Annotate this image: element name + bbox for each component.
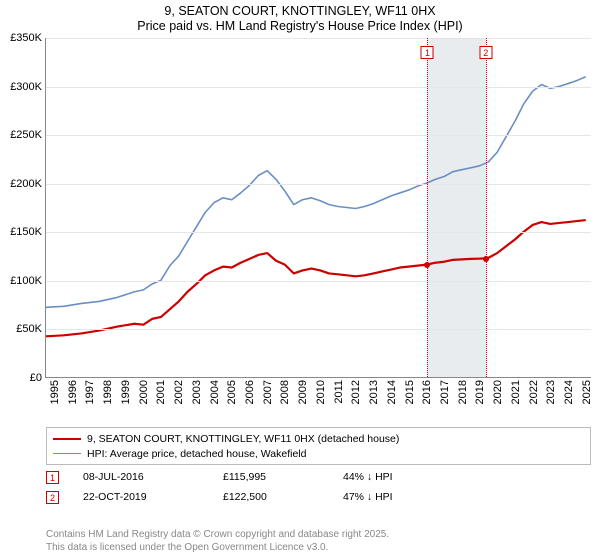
- row-price: £122,500: [223, 491, 343, 503]
- x-tick-label: 2001: [155, 380, 167, 404]
- y-tick-label: £300K: [0, 81, 42, 93]
- legend-swatch: [53, 453, 81, 454]
- table-row: 1 08-JUL-2016£115,99544% ↓ HPI: [46, 467, 591, 487]
- gridline: [46, 135, 591, 136]
- title-line-2: Price paid vs. HM Land Registry's House …: [0, 19, 600, 33]
- x-tick-label: 2022: [528, 380, 540, 404]
- series-price_paid: [46, 220, 586, 336]
- x-tick-label: 2023: [545, 380, 557, 404]
- data-point: [483, 256, 489, 262]
- x-tick-label: 2013: [368, 380, 380, 404]
- event-badge: 2: [479, 46, 492, 59]
- legend-item: 9, SEATON COURT, KNOTTINGLEY, WF11 0HX (…: [53, 431, 584, 446]
- series-hpi: [46, 77, 586, 308]
- attribution-footer: Contains HM Land Registry data © Crown c…: [46, 529, 389, 554]
- y-tick-label: £100K: [0, 275, 42, 287]
- gridline: [46, 184, 591, 185]
- x-tick-label: 2024: [563, 380, 575, 404]
- x-tick-label: 2003: [191, 380, 203, 404]
- y-tick-label: £200K: [0, 178, 42, 190]
- legend-swatch: [53, 438, 81, 440]
- transaction-table: 1 08-JUL-2016£115,99544% ↓ HPI 2 22-OCT-201…: [46, 467, 591, 507]
- x-tick-label: 2021: [510, 380, 522, 404]
- gridline: [46, 87, 591, 88]
- x-tick-label: 2007: [262, 380, 274, 404]
- x-tick-label: 2005: [226, 380, 238, 404]
- event-vline: [486, 38, 487, 377]
- legend-label: HPI: Average price, detached house, Wake…: [87, 448, 306, 460]
- data-point: [424, 262, 430, 268]
- x-tick-label: 2011: [333, 380, 345, 404]
- row-badge: 1: [46, 471, 59, 484]
- x-tick-label: 2020: [492, 380, 504, 404]
- legend-label: 9, SEATON COURT, KNOTTINGLEY, WF11 0HX (…: [87, 433, 399, 445]
- x-tick-label: 2014: [386, 380, 398, 404]
- x-tick-label: 2002: [173, 380, 185, 404]
- gridline: [46, 281, 591, 282]
- chart-title: 9, SEATON COURT, KNOTTINGLEY, WF11 0HX P…: [0, 0, 600, 33]
- x-tick-label: 1999: [120, 380, 132, 404]
- x-tick-label: 1995: [49, 380, 61, 404]
- x-tick-label: 1997: [84, 380, 96, 404]
- footer-line-2: This data is licensed under the Open Gov…: [46, 542, 389, 555]
- x-tick-label: 2012: [350, 380, 362, 404]
- chart-area: 12 £0£50K£100K£150K£200K£250K£300K£350K1…: [0, 38, 600, 418]
- x-tick-label: 2008: [279, 380, 291, 404]
- legend-item: HPI: Average price, detached house, Wake…: [53, 446, 584, 461]
- y-tick-label: £250K: [0, 129, 42, 141]
- title-line-1: 9, SEATON COURT, KNOTTINGLEY, WF11 0HX: [0, 4, 600, 18]
- x-tick-label: 1996: [67, 380, 79, 404]
- y-tick-label: £150K: [0, 226, 42, 238]
- x-tick-label: 2019: [474, 380, 486, 404]
- footer-line-1: Contains HM Land Registry data © Crown c…: [46, 529, 389, 542]
- line-series-svg: [46, 38, 591, 377]
- row-date: 08-JUL-2016: [83, 471, 223, 483]
- x-tick-label: 2000: [138, 380, 150, 404]
- legend: 9, SEATON COURT, KNOTTINGLEY, WF11 0HX (…: [46, 427, 591, 465]
- y-tick-label: £0: [0, 372, 42, 384]
- gridline: [46, 232, 591, 233]
- x-tick-label: 2006: [244, 380, 256, 404]
- x-tick-label: 2016: [421, 380, 433, 404]
- row-pct-vs-hpi: 44% ↓ HPI: [343, 471, 463, 483]
- row-pct-vs-hpi: 47% ↓ HPI: [343, 491, 463, 503]
- y-tick-label: £350K: [0, 32, 42, 44]
- gridline: [46, 38, 591, 39]
- plot-area: 12: [45, 38, 591, 378]
- row-date: 22-OCT-2019: [83, 491, 223, 503]
- x-tick-label: 2009: [297, 380, 309, 404]
- y-tick-label: £50K: [0, 323, 42, 335]
- x-tick-label: 2004: [209, 380, 221, 404]
- gridline: [46, 329, 591, 330]
- event-badge: 1: [421, 46, 434, 59]
- x-tick-label: 2018: [457, 380, 469, 404]
- x-tick-label: 1998: [102, 380, 114, 404]
- table-row: 2 22-OCT-2019£122,50047% ↓ HPI: [46, 487, 591, 507]
- row-badge: 2: [46, 491, 59, 504]
- x-tick-label: 2025: [581, 380, 593, 404]
- x-tick-label: 2010: [315, 380, 327, 404]
- event-vline: [427, 38, 428, 377]
- row-price: £115,995: [223, 471, 343, 483]
- x-tick-label: 2017: [439, 380, 451, 404]
- x-tick-label: 2015: [404, 380, 416, 404]
